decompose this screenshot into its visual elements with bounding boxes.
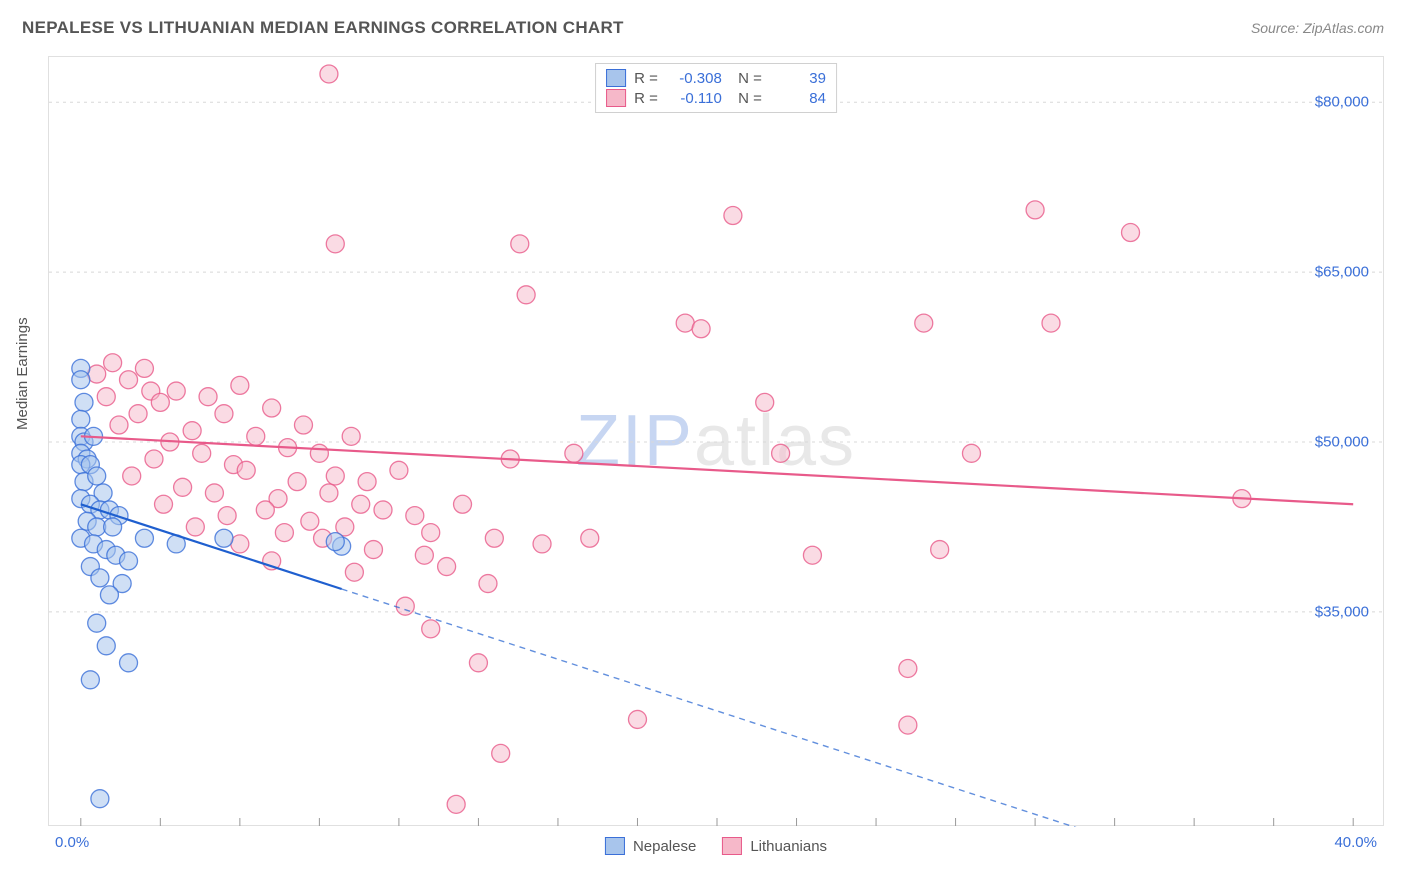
r-label: R = (634, 70, 658, 87)
legend-row-nepalese: R = -0.308 N = 39 (604, 68, 828, 88)
series-legend: Nepalese Lithuanians (605, 837, 827, 855)
y-tick-label: $65,000 (1315, 264, 1369, 281)
swatch-lithuanians (722, 837, 742, 855)
legend-label-lithuanians: Lithuanians (750, 838, 827, 855)
legend-label-nepalese: Nepalese (633, 838, 696, 855)
r-value-lithuanians: -0.110 (666, 90, 722, 107)
chart-title: NEPALESE VS LITHUANIAN MEDIAN EARNINGS C… (22, 18, 624, 38)
swatch-nepalese (606, 69, 626, 87)
legend-row-lithuanians: R = -0.110 N = 84 (604, 88, 828, 108)
chart-header: NEPALESE VS LITHUANIAN MEDIAN EARNINGS C… (0, 0, 1406, 48)
n-value-lithuanians: 84 (770, 90, 826, 107)
y-tick-label: $80,000 (1315, 94, 1369, 111)
swatch-nepalese (605, 837, 625, 855)
correlation-legend: R = -0.308 N = 39 R = -0.110 N = 84 (595, 63, 837, 113)
y-tick-label: $50,000 (1315, 434, 1369, 451)
n-label: N = (730, 70, 762, 87)
plot-area: ZIPatlas R = -0.308 N = 39 R = -0.110 N … (48, 56, 1384, 826)
legend-item-nepalese: Nepalese (605, 837, 696, 855)
y-axis-label: Median Earnings (14, 317, 31, 430)
x-axis-min-label: 0.0% (55, 834, 89, 851)
x-axis-max-label: 40.0% (1334, 834, 1377, 851)
y-tick-label: $35,000 (1315, 603, 1369, 620)
swatch-lithuanians (606, 89, 626, 107)
n-value-nepalese: 39 (770, 70, 826, 87)
source-attribution: Source: ZipAtlas.com (1251, 20, 1384, 36)
scatter-svg (49, 57, 1385, 827)
r-label: R = (634, 90, 658, 107)
legend-item-lithuanians: Lithuanians (722, 837, 827, 855)
r-value-nepalese: -0.308 (666, 70, 722, 87)
n-label: N = (730, 90, 762, 107)
